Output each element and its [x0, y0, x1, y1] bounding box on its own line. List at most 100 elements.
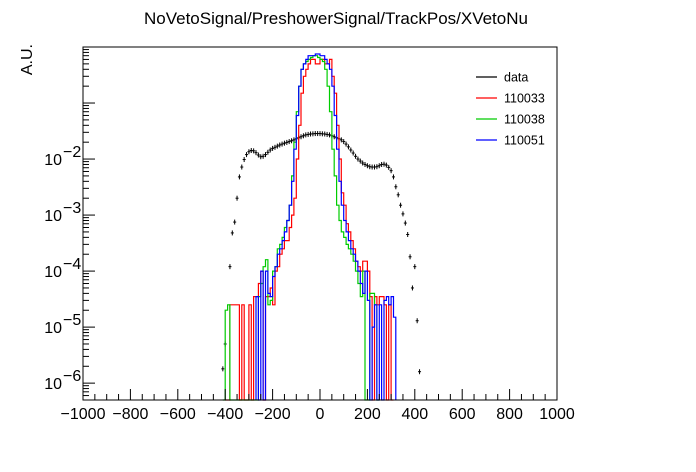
data-point [247, 149, 251, 155]
data-point [361, 160, 365, 166]
data-point [235, 195, 239, 201]
data-point [387, 164, 391, 170]
data-point [365, 163, 369, 169]
x-tick-label: 400 [401, 406, 428, 423]
y-tick-label: 10 [44, 208, 62, 225]
data-point [290, 138, 294, 144]
data-point [391, 174, 395, 180]
data-point [280, 141, 284, 147]
data-point [382, 161, 386, 167]
data-point [273, 144, 277, 150]
data-point [394, 184, 398, 190]
data-point [301, 133, 305, 139]
data-point [285, 139, 289, 145]
data-point [240, 164, 244, 170]
data-point [356, 156, 360, 162]
data-point [252, 148, 256, 154]
data-point [396, 192, 400, 198]
y-tick-label: 10 [44, 376, 62, 393]
legend-entry: 110033 [476, 92, 545, 106]
data-point [418, 369, 422, 375]
data-point [287, 139, 291, 145]
data-point [399, 202, 403, 208]
data-point [401, 211, 405, 217]
data-point [233, 219, 237, 225]
data-point [389, 168, 393, 174]
data-point [271, 145, 275, 151]
legend-entry: 110051 [476, 134, 545, 148]
data-point [230, 230, 234, 236]
data-point [377, 163, 381, 169]
legend-label: 110038 [504, 113, 545, 127]
histogram-line-110051 [255, 53, 397, 401]
data-point [410, 285, 414, 291]
data-point [242, 157, 246, 163]
legend-entry: data [476, 71, 528, 85]
data-point [351, 150, 355, 156]
x-tick-label: 1000 [539, 406, 575, 423]
y-tick-label: 10 [44, 320, 62, 337]
y-tick-exponent: −4 [63, 256, 81, 273]
y-tick-exponent: −3 [63, 200, 81, 217]
x-tick-label: 0 [316, 406, 325, 423]
y-axis: 10−610−510−410−310−2 [44, 46, 95, 397]
legend: data 110033 110038 110051 [476, 71, 545, 148]
legend-label: data [504, 71, 528, 85]
data-point [292, 137, 296, 143]
data-point [375, 164, 379, 170]
data-point [245, 152, 249, 158]
data-point [327, 132, 331, 138]
x-tick-label: −400 [207, 406, 243, 423]
legend-entry: 110038 [476, 113, 545, 127]
data-point [275, 143, 279, 149]
data-point [237, 174, 241, 180]
y-tick-exponent: −6 [63, 368, 81, 385]
x-tick-label: 200 [354, 406, 381, 423]
x-tick-label: −600 [160, 406, 196, 423]
data-point [266, 149, 270, 155]
data-point [354, 153, 358, 159]
data-point [344, 141, 348, 147]
x-tick-label: 600 [449, 406, 476, 423]
data-point [282, 140, 286, 146]
data-point [408, 254, 412, 260]
series-110051 [255, 53, 397, 401]
series-layer [221, 53, 422, 401]
data-point [346, 144, 350, 150]
y-tick-label: 10 [44, 152, 62, 169]
chart-title: NoVetoSignal/PreshowerSignal/TrackPos/XV… [144, 9, 528, 28]
data-point [278, 142, 282, 148]
x-tick-label: 800 [496, 406, 523, 423]
series-data [221, 131, 422, 375]
data-point [363, 161, 367, 167]
data-point [339, 137, 343, 143]
data-point [263, 152, 267, 158]
y-tick-exponent: −5 [63, 312, 81, 329]
x-axis: −1000 −800 −600 −400 −200 0 200 400 600 800 1000 [61, 389, 575, 423]
data-point [332, 134, 336, 140]
data-point [268, 147, 272, 153]
data-point [254, 150, 258, 156]
data-point [299, 134, 303, 140]
data-point [415, 318, 419, 324]
legend-label: 110033 [504, 92, 545, 106]
data-point [221, 366, 225, 372]
y-tick-label: 10 [44, 264, 62, 281]
data-point [256, 152, 260, 158]
data-point [403, 220, 407, 226]
x-tick-label: −200 [255, 406, 291, 423]
x-tick-label: −1000 [61, 406, 106, 423]
data-point [342, 139, 346, 145]
data-point [413, 264, 417, 270]
data-point [228, 264, 232, 270]
histogram-line-110038 [222, 55, 380, 401]
x-tick-label: −800 [112, 406, 148, 423]
data-point [384, 162, 388, 168]
data-point [358, 158, 362, 164]
data-point [261, 153, 265, 159]
y-tick-exponent: −2 [63, 144, 81, 161]
legend-label: 110051 [504, 134, 545, 148]
data-point [349, 147, 353, 153]
data-point [406, 231, 410, 237]
series-110038 [222, 55, 380, 401]
